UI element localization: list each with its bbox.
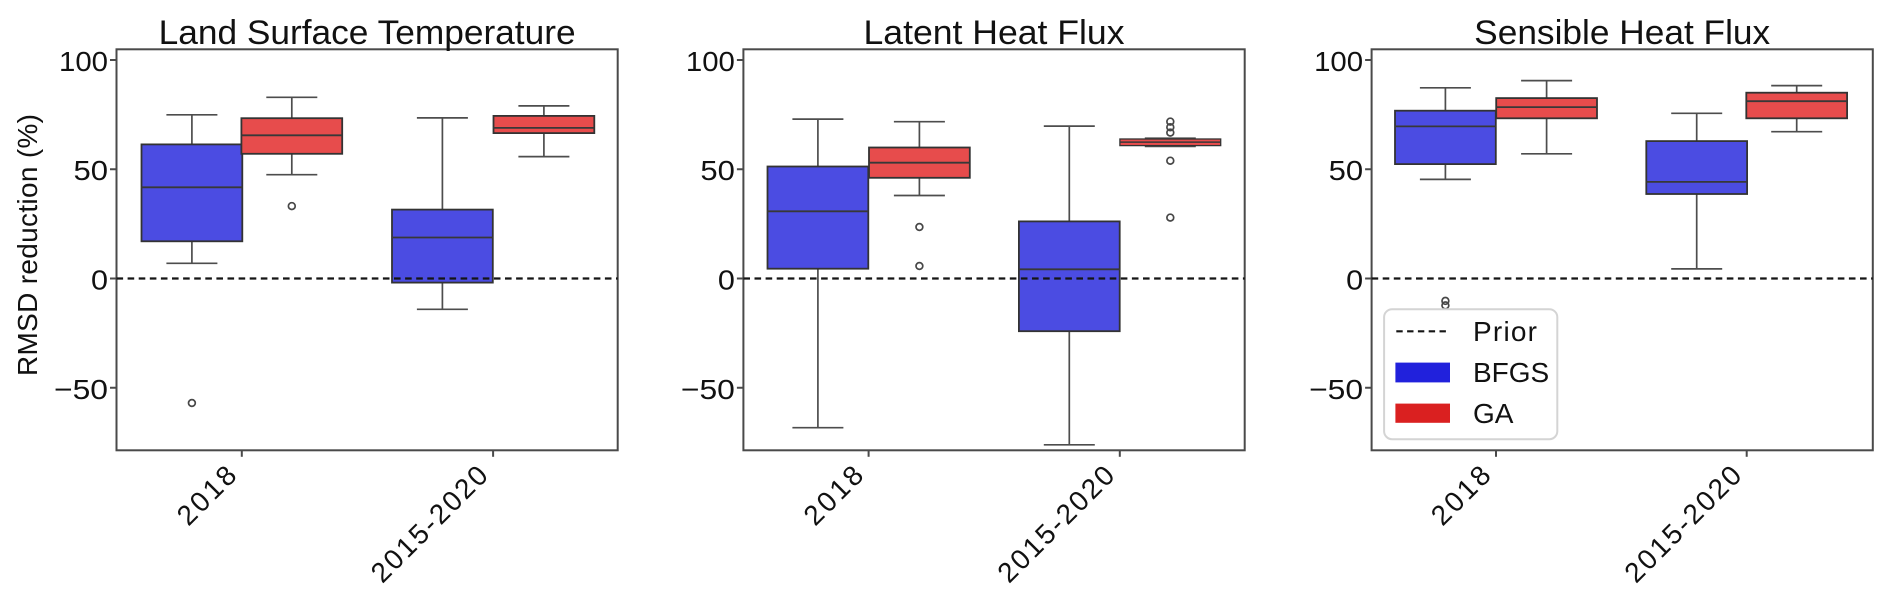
svg-text:0: 0 [91, 265, 108, 296]
svg-text:GA: GA [1473, 398, 1514, 429]
svg-text:100: 100 [1314, 46, 1363, 77]
svg-text:Prior: Prior [1473, 316, 1537, 347]
svg-text:−50: −50 [54, 374, 108, 405]
svg-text:Land Surface Temperature: Land Surface Temperature [159, 14, 576, 52]
svg-text:50: 50 [74, 155, 109, 186]
svg-text:Latent Heat Flux: Latent Heat Flux [864, 14, 1125, 52]
svg-text:RMSD reduction (%): RMSD reduction (%) [12, 114, 43, 376]
svg-text:100: 100 [686, 46, 735, 77]
svg-text:Sensible Heat Flux: Sensible Heat Flux [1474, 14, 1770, 52]
svg-text:50: 50 [1329, 155, 1364, 186]
svg-text:BFGS: BFGS [1473, 357, 1549, 388]
svg-text:100: 100 [59, 46, 108, 77]
svg-text:0: 0 [1346, 265, 1363, 296]
svg-text:−50: −50 [681, 374, 735, 405]
svg-text:−50: −50 [1309, 374, 1363, 405]
svg-text:0: 0 [718, 265, 735, 296]
svg-text:50: 50 [700, 155, 735, 186]
